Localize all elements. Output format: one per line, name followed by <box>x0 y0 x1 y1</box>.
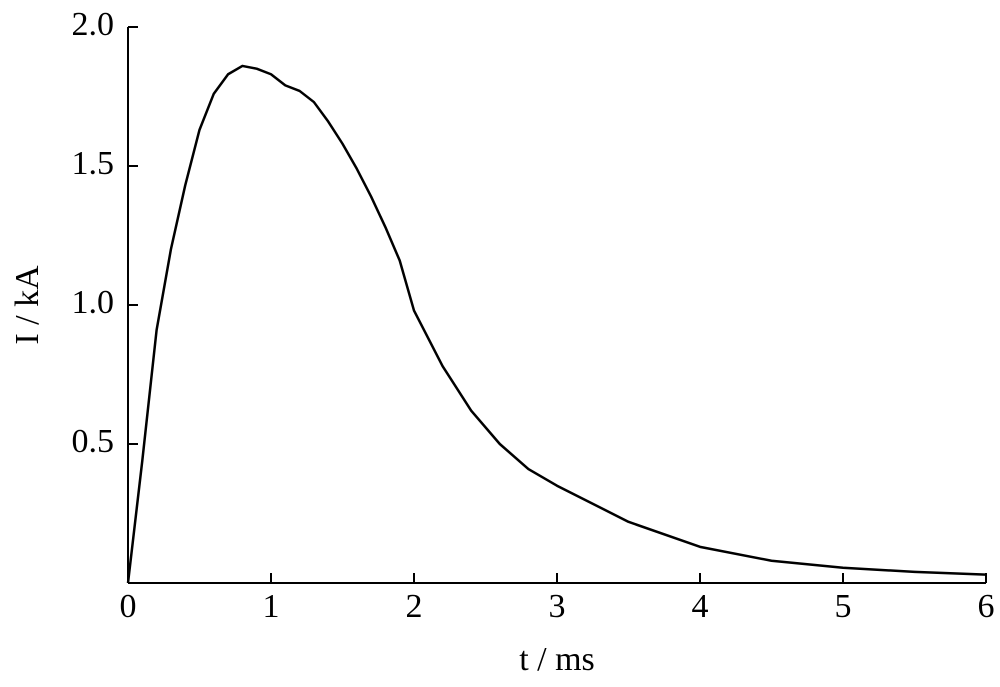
x-tick-label: 6 <box>978 588 995 625</box>
y-tick-label: 2.0 <box>72 6 115 43</box>
x-tick-label: 4 <box>692 588 709 625</box>
data-line <box>126 64 987 584</box>
x-axis-label: t / ms <box>519 641 595 678</box>
x-tick-label: 3 <box>549 588 566 625</box>
x-tick-label: 5 <box>835 588 852 625</box>
y-axis-label: I / kA <box>9 265 46 345</box>
y-tick-label: 1.0 <box>72 284 115 321</box>
x-tick-label: 1 <box>263 588 280 625</box>
y-tick-label: 1.5 <box>72 145 115 182</box>
x-tick-label: 2 <box>406 588 423 625</box>
x-tick-label: 0 <box>120 588 137 625</box>
y-tick-label: 0.5 <box>72 423 115 460</box>
